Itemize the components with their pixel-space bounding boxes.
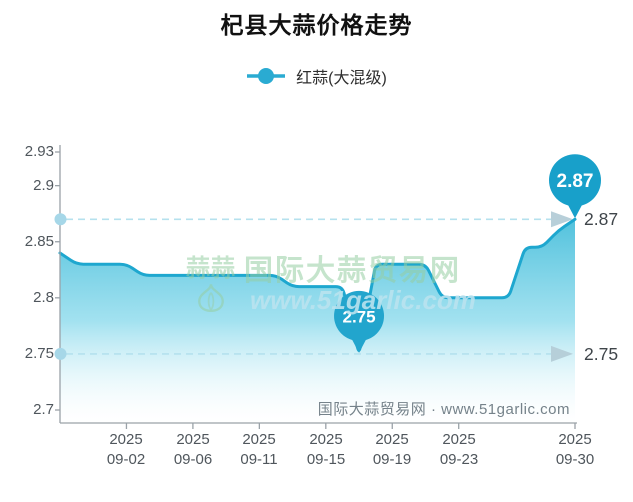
y-axis-tick-label: 2.93	[24, 143, 54, 160]
series-line	[58, 217, 577, 352]
legend-line-dot-icon	[247, 68, 286, 84]
min-value-label: 2.75	[342, 307, 375, 326]
y-axis-tick-label: 2.75	[24, 345, 54, 362]
x-tick-date: 09-19	[372, 451, 412, 468]
y-axis-ticks	[55, 151, 60, 411]
x-tick-date: 09-30	[555, 451, 595, 468]
x-tick-year: 2025	[442, 431, 476, 448]
y-axis-tick-label: 2.8	[33, 289, 54, 306]
arrow-right-icon	[551, 345, 573, 362]
x-tick-year: 2025	[109, 431, 143, 448]
axis-dot-icon	[54, 347, 67, 360]
x-axis-tick-label: 2025 09-06	[151, 430, 235, 470]
series-area-fill	[60, 219, 575, 423]
reference-line-2.75	[54, 345, 573, 362]
x-axis-tick-label: 2025 09-11	[217, 430, 301, 470]
x-axis-tick-label: 2025 09-02	[84, 430, 168, 470]
y-axis-tick-label: 2.7	[33, 401, 54, 418]
bottom-watermark: 国际大蒜贸易网 · www.51garlic.com	[317, 401, 570, 418]
x-tick-date: 09-11	[240, 451, 278, 468]
min-value-pin: 2.75	[334, 290, 385, 353]
max-value-pin: 2.87	[549, 154, 601, 219]
pin-balloon	[549, 154, 601, 207]
x-axis-tick-label: 2025 09-19	[350, 430, 434, 470]
x-tick-year: 2025	[242, 431, 276, 448]
right-value-label-275: 2.75	[584, 344, 619, 364]
axis-dot-icon	[54, 213, 67, 226]
x-tick-date: 09-06	[173, 451, 213, 468]
legend-label: 红蒜(大混级)	[296, 70, 387, 87]
x-tick-year: 2025	[176, 431, 210, 448]
y-axis-tick-label: 2.85	[24, 233, 54, 250]
x-axis-tick-label: 2025 09-23	[417, 430, 501, 470]
x-tick-date: 09-02	[106, 451, 146, 468]
x-tick-year: 2025	[375, 431, 409, 448]
page-title: 杞县大蒜价格走势	[220, 12, 413, 38]
y-axis-tick-label: 2.9	[33, 177, 54, 194]
legend-item-series[interactable]: 红蒜(大混级)	[0, 64, 633, 88]
arrow-right-icon	[551, 211, 573, 228]
x-tick-year: 2025	[558, 431, 592, 448]
reference-line-2.87	[54, 211, 573, 228]
max-value-label: 2.87	[557, 171, 594, 192]
x-tick-year: 2025	[309, 431, 343, 448]
x-tick-date: 09-15	[306, 451, 346, 468]
x-axis-tick-label: 2025 09-15	[284, 430, 368, 470]
x-tick-date: 09-23	[439, 451, 479, 468]
pin-balloon	[334, 290, 385, 341]
x-axis-tick-label: 2025 09-30	[533, 430, 617, 470]
x-axis-ticks	[125, 423, 576, 429]
right-value-label-287: 2.87	[584, 209, 619, 229]
